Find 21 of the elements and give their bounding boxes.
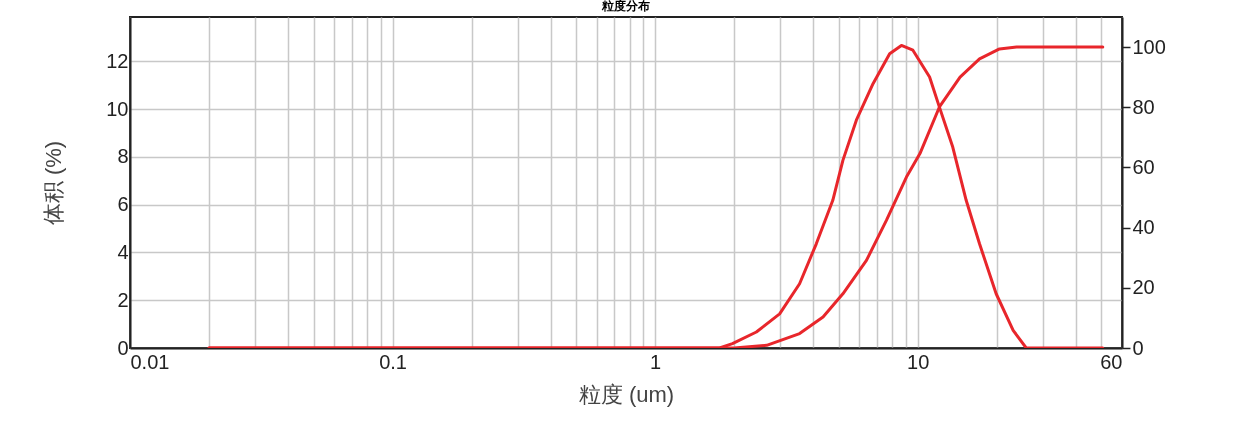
y2-tick-label: 80	[1132, 95, 1155, 118]
y-tick-label: 8	[117, 145, 129, 168]
x-tick-label: 0.1	[379, 350, 407, 373]
x-tick-label: 1	[650, 350, 662, 373]
y2-tick-label: 100	[1132, 35, 1166, 58]
y2-tick-label: 60	[1132, 155, 1155, 178]
y2-tick-label: 40	[1132, 216, 1155, 239]
y-tick-label: 2	[117, 288, 129, 311]
y-tick-label: 4	[117, 240, 129, 263]
y-tick-label: 6	[117, 193, 129, 216]
x-tick-label: 10	[907, 350, 930, 373]
chart-title: 粒度分布	[601, 0, 650, 13]
y2-tick-label: 0	[1132, 336, 1144, 359]
y2-tick-label: 20	[1132, 276, 1155, 299]
y-tick-label: 12	[106, 49, 129, 72]
y-tick-label: 0	[117, 336, 129, 359]
y-tick-label: 10	[106, 97, 129, 120]
x-tick-label: 0.01	[130, 350, 170, 373]
x-tick-label: 60	[1100, 350, 1123, 373]
y-axis-title: 体积 (%)	[41, 140, 67, 226]
x-axis-title: 粒度 (um)	[578, 381, 675, 407]
